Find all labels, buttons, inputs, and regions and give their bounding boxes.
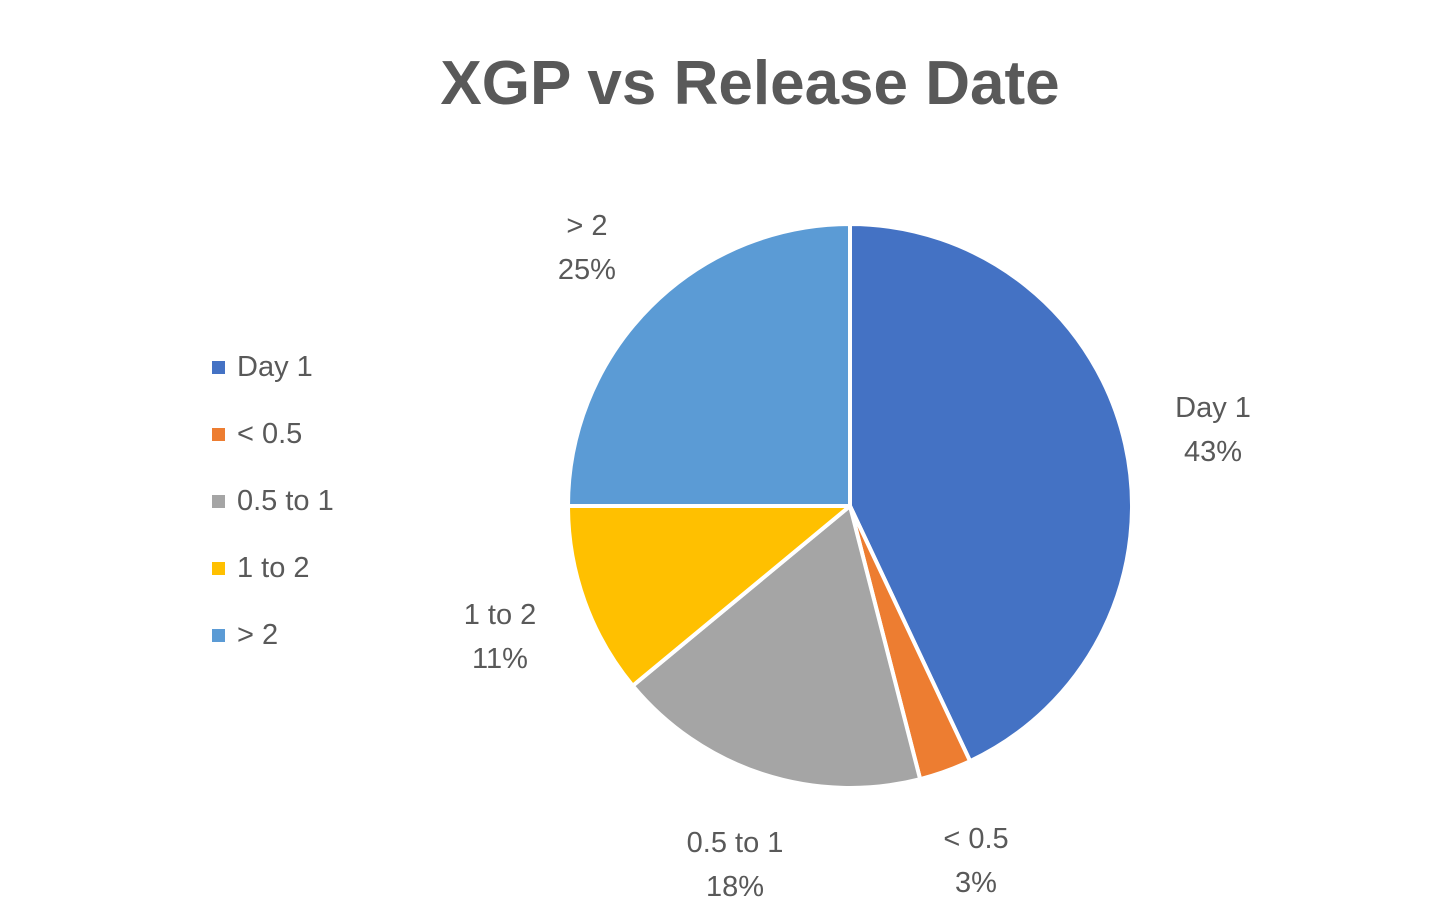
data-label-value-0-5-to-1: 18%: [706, 871, 764, 903]
data-label-category-gt-2: > 2: [566, 210, 607, 242]
data-label-category-1-to-2: 1 to 2: [464, 599, 537, 631]
legend-label-day-1: Day 1: [237, 351, 313, 383]
legend-item-lt-0-5: < 0.5: [212, 401, 412, 468]
legend-label-lt-0-5: < 0.5: [237, 418, 303, 450]
data-label-value-lt-0-5: 3%: [955, 867, 997, 899]
data-label-category-day-1: Day 1: [1175, 392, 1251, 424]
legend-item-1-to-2: 1 to 2: [212, 535, 412, 602]
legend-item-gt-2: > 2: [212, 602, 412, 669]
pie-slice-1-to-2: [566, 504, 852, 688]
data-label-category-lt-0-5: < 0.5: [943, 823, 1008, 855]
legend-label-0-5-to-1: 0.5 to 1: [237, 485, 334, 517]
legend-item-0-5-to-1: 0.5 to 1: [212, 468, 412, 535]
legend-swatch-lt-0-5: [212, 428, 225, 441]
legend-swatch-1-to-2: [212, 562, 225, 575]
pie-slice-gt-2: [566, 222, 852, 508]
legend-label-gt-2: > 2: [237, 619, 279, 651]
legend-swatch-day-1: [212, 361, 225, 374]
data-label-value-1-to-2: 11%: [472, 643, 528, 675]
legend-swatch-gt-2: [212, 629, 225, 642]
data-label-category-0-5-to-1: 0.5 to 1: [687, 827, 784, 859]
pie-slice-0-5-to-1: [630, 504, 923, 790]
legend-item-day-1: Day 1: [212, 334, 412, 401]
data-label-value-day-1: 43%: [1184, 436, 1242, 468]
legend-label-1-to-2: 1 to 2: [237, 552, 310, 584]
legend: Day 1 < 0.5 0.5 to 1 1 to 2 > 2: [212, 334, 412, 669]
chart-title: XGP vs Release Date: [440, 49, 1060, 118]
legend-swatch-0-5-to-1: [212, 495, 225, 508]
pie-slice-day-1: [848, 222, 1134, 764]
data-label-value-gt-2: 25%: [558, 254, 616, 286]
